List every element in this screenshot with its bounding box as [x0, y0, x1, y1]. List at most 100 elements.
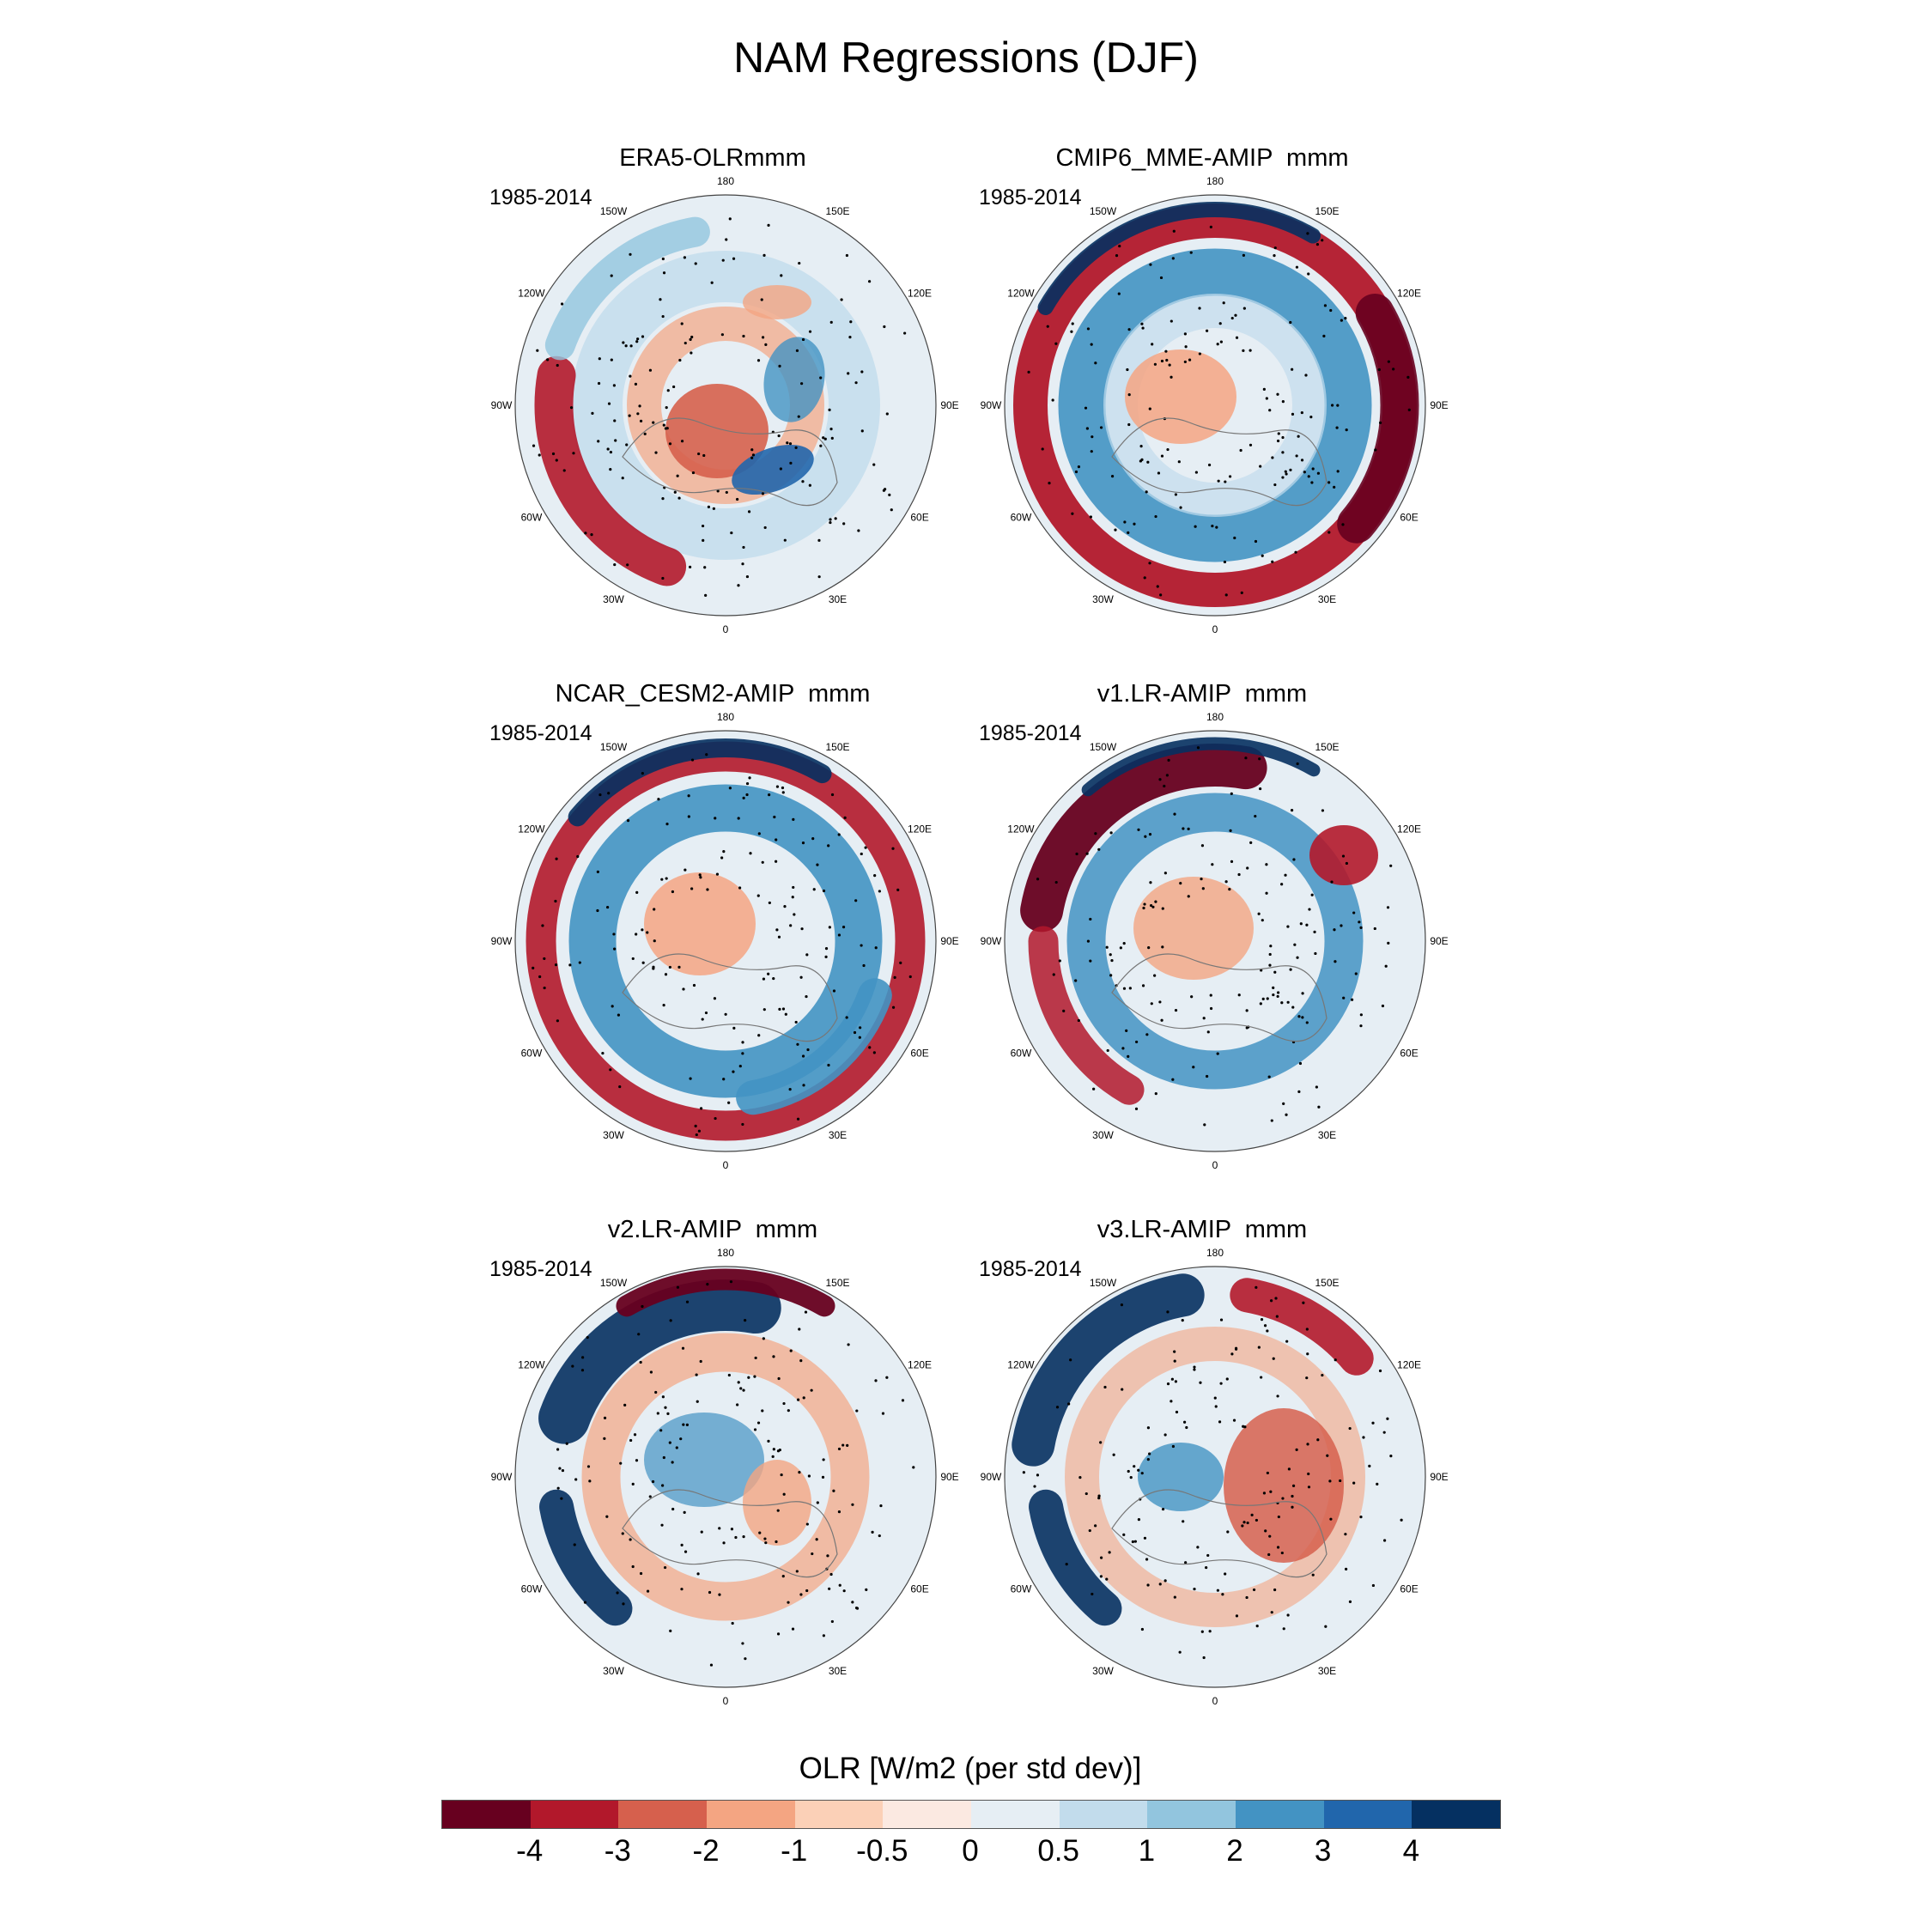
- anomaly-band: [1020, 744, 1267, 933]
- significance-dot: [1315, 1085, 1318, 1089]
- significance-dot: [780, 1473, 783, 1477]
- significance-dot: [720, 333, 724, 337]
- significance-dot: [827, 844, 830, 848]
- significance-dot: [788, 1088, 792, 1091]
- significance-dot: [1207, 463, 1212, 467]
- significance-dot: [859, 1026, 862, 1030]
- significance-dot: [805, 953, 809, 957]
- significance-dot: [1381, 1004, 1385, 1008]
- longitude-label: 90W: [491, 1471, 513, 1483]
- significance-dot: [1330, 404, 1334, 407]
- coastline: [622, 953, 838, 1042]
- significance-dot: [1177, 460, 1181, 464]
- significance-dot: [1329, 1517, 1333, 1521]
- significance-dot: [1284, 873, 1287, 877]
- significance-dot: [741, 1052, 744, 1055]
- significance-dot: [637, 1333, 641, 1336]
- significance-dot: [1268, 1534, 1272, 1538]
- significance-dot: [1055, 1406, 1060, 1409]
- significance-dot: [802, 1084, 805, 1087]
- significance-dot: [1326, 1454, 1329, 1457]
- significance-dot: [1141, 326, 1145, 330]
- significance-dot: [1206, 1074, 1209, 1078]
- significance-dot: [1223, 560, 1227, 564]
- significance-dot: [668, 1441, 671, 1444]
- significance-dot: [1071, 322, 1074, 325]
- significance-dot: [845, 1016, 848, 1019]
- significance-dot: [782, 1492, 786, 1496]
- anomaly-band: [534, 355, 687, 586]
- map-panel-era5: 180 150E 120E 90E 60E 30E 0 30W 60W 90W 120W 150W E…: [489, 144, 1005, 634]
- significance-dot: [1127, 422, 1131, 427]
- significance-dot: [1084, 1492, 1088, 1496]
- significance-dot: [858, 1036, 861, 1039]
- significance-dot: [705, 753, 708, 756]
- significance-dot: [1281, 1497, 1285, 1500]
- significance-dot: [1213, 1396, 1217, 1400]
- significance-dot: [699, 1359, 702, 1364]
- significance-dot: [1272, 1357, 1275, 1360]
- significance-dot: [789, 924, 793, 927]
- significance-dot: [1170, 1400, 1173, 1403]
- significance-dot: [1156, 585, 1159, 588]
- significance-dot: [607, 402, 611, 405]
- significance-dot: [891, 1005, 896, 1009]
- significance-dot: [883, 325, 886, 329]
- colorbar-cell: [707, 1801, 795, 1828]
- significance-dot: [854, 381, 858, 385]
- longitude-label: 0: [723, 1695, 729, 1705]
- significance-dot: [829, 1572, 833, 1577]
- longitude-label: 30E: [829, 1665, 847, 1677]
- significance-dot: [680, 322, 683, 325]
- significance-dot: [1269, 1490, 1273, 1493]
- significance-dot: [797, 415, 800, 418]
- significance-dot: [1109, 831, 1113, 835]
- colorbar-title: OLR [W/m2 (per std dev)]: [799, 1752, 1142, 1785]
- significance-dot: [1127, 393, 1131, 397]
- significance-dot: [1145, 1558, 1149, 1561]
- significance-dot: [792, 885, 795, 890]
- significance-dot: [776, 1509, 780, 1512]
- significance-dot: [1282, 1627, 1285, 1631]
- significance-dot: [1219, 1318, 1224, 1321]
- significance-dot: [1384, 964, 1388, 968]
- significance-dot: [811, 1552, 814, 1556]
- significance-dot: [692, 983, 696, 987]
- significance-dot: [795, 349, 799, 352]
- significance-dot: [799, 1593, 803, 1596]
- significance-dot: [1362, 1436, 1365, 1439]
- significance-dot: [669, 1629, 672, 1632]
- significance-dot: [732, 1070, 735, 1073]
- significance-dot: [1196, 746, 1200, 750]
- significance-dot: [830, 436, 834, 440]
- significance-dot: [546, 358, 550, 361]
- significance-dot: [806, 1048, 810, 1052]
- longitude-label: 30W: [1092, 1665, 1114, 1677]
- significance-dot: [1334, 1358, 1337, 1362]
- significance-dot: [680, 1588, 683, 1591]
- longitude-label: 120W: [518, 288, 545, 300]
- significance-dot: [676, 1285, 680, 1289]
- significance-dot: [718, 1527, 721, 1530]
- significance-dot: [629, 374, 632, 378]
- significance-dot: [841, 925, 846, 929]
- significance-dot: [908, 975, 912, 979]
- significance-dot: [789, 461, 793, 465]
- significance-dot: [736, 1403, 739, 1406]
- significance-dot: [725, 238, 728, 241]
- significance-dot: [721, 258, 725, 262]
- significance-dot: [1109, 974, 1113, 977]
- significance-dot: [1259, 1002, 1262, 1005]
- colorbar-tick-label: 2: [1226, 1834, 1243, 1868]
- significance-dot: [1172, 229, 1176, 233]
- significance-dot: [1306, 1443, 1309, 1446]
- significance-dot: [1145, 1033, 1149, 1036]
- significance-dot: [1225, 1377, 1229, 1381]
- significance-dot: [683, 1510, 686, 1514]
- significance-dot: [1097, 1496, 1101, 1500]
- significance-dot: [609, 1068, 612, 1072]
- significance-dot: [1206, 329, 1209, 332]
- significance-dot: [1289, 968, 1292, 971]
- significance-dot: [1268, 963, 1272, 967]
- significance-dot: [1358, 920, 1361, 924]
